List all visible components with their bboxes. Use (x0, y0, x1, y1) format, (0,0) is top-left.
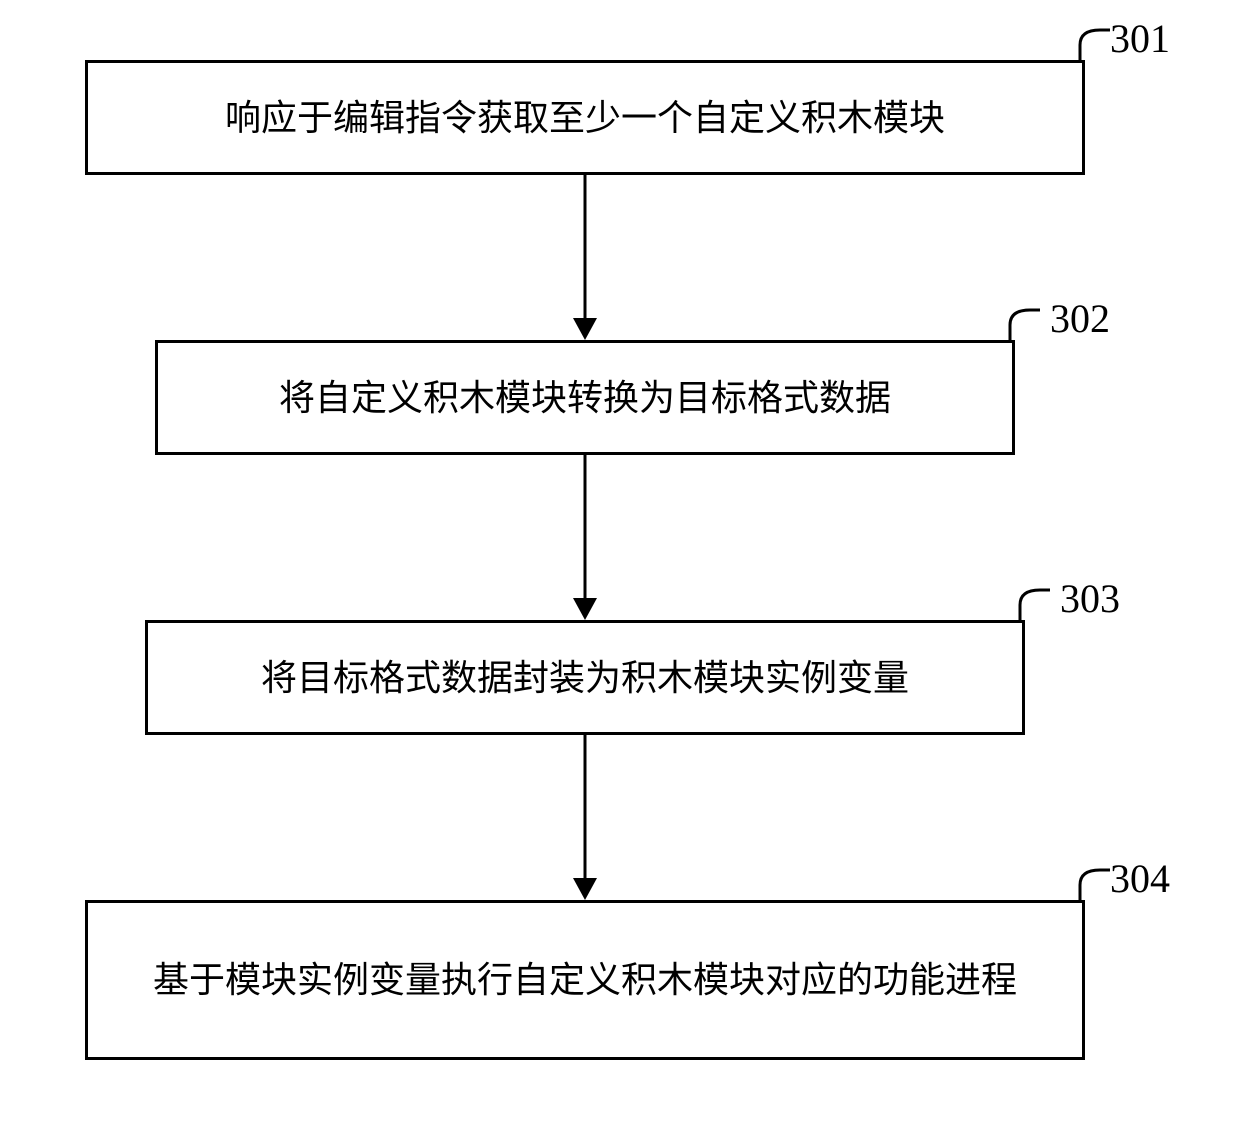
arrow-2-head (573, 598, 597, 620)
arrow-3-line (584, 735, 587, 878)
flowchart-container: 响应于编辑指令获取至少一个自定义积木模块 301 将自定义积木模块转换为目标格式… (0, 0, 1240, 1138)
arrow-1-head (573, 318, 597, 340)
arrow-3-head (573, 878, 597, 900)
step-1-text: 响应于编辑指令获取至少一个自定义积木模块 (225, 91, 945, 145)
flowchart-step-3: 将目标格式数据封装为积木模块实例变量 (145, 620, 1025, 735)
flowchart-step-4: 基于模块实例变量执行自定义积木模块对应的功能进程 (85, 900, 1085, 1060)
arrow-1-line (584, 175, 587, 318)
step-4-label: 304 (1110, 855, 1170, 902)
step-3-label: 303 (1060, 575, 1120, 622)
step-1-label: 301 (1110, 15, 1170, 62)
arrow-2-line (584, 455, 587, 598)
step-3-text: 将目标格式数据封装为积木模块实例变量 (261, 651, 909, 705)
step-2-label: 302 (1050, 295, 1110, 342)
step-4-text: 基于模块实例变量执行自定义积木模块对应的功能进程 (153, 953, 1017, 1007)
flowchart-step-1: 响应于编辑指令获取至少一个自定义积木模块 (85, 60, 1085, 175)
step-2-text: 将自定义积木模块转换为目标格式数据 (279, 371, 891, 425)
flowchart-step-2: 将自定义积木模块转换为目标格式数据 (155, 340, 1015, 455)
